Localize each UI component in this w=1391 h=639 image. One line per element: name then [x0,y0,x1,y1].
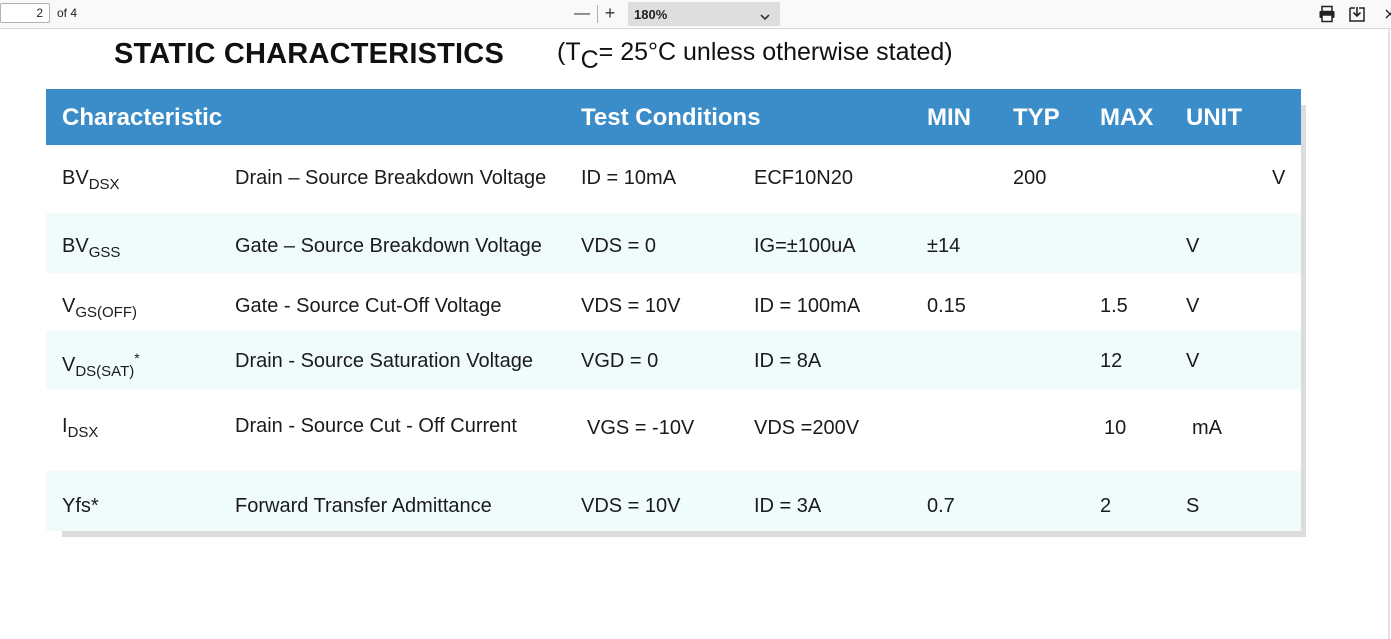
condition2-cell: ID = 100mA [754,295,861,317]
description-cell: Gate - Source Cut-Off Voltage [235,295,502,317]
symbol-cell: BVGSS [62,235,120,261]
viewer-scrollbar[interactable] [1388,28,1390,639]
description-cell: Forward Transfer Admittance [235,495,492,517]
characteristics-table: Characteristic Test Conditions MIN TYP M… [46,89,1301,531]
zoom-select[interactable]: 180% [628,2,780,26]
condition2-cell: ID = 8A [754,350,822,372]
max-cell: 10 [1104,417,1127,439]
page-number-input[interactable] [0,3,50,23]
unit-cell: V [1186,295,1200,317]
condition-rest: = 25°C unless otherwise stated) [598,38,953,66]
unit-cell: V [1186,235,1200,257]
header-max: MAX [1100,104,1154,131]
condition1-cell: ID = 10mA [581,167,677,189]
symbol-subscript: GSS [88,244,121,261]
min-cell: ±14 [927,235,961,257]
condition1-cell: VDS = 10V [581,295,681,317]
unit-cell: V [1186,350,1200,372]
condition1-cell: VDS = 10V [581,495,681,517]
table-row: BVGSS Gate – Source Breakdown Voltage VD… [46,213,1301,273]
max-cell: 2 [1100,495,1112,517]
description-cell: Drain - Source Saturation Voltage [235,350,533,372]
pdf-toolbar: of 4 — + 180% [0,0,1391,29]
table-row: IDSX Drain - Source Cut - Off Current VG… [46,389,1301,471]
header-unit: UNIT [1186,104,1242,131]
min-cell: 0.7 [927,495,955,517]
max-cell: 12 [1100,350,1123,372]
symbol-cell: VDS(SAT)* [62,350,140,380]
table-header: Characteristic Test Conditions MIN TYP M… [46,89,1301,145]
table-row: VGS(OFF) Gate - Source Cut-Off Voltage V… [46,273,1301,331]
symbol-cell: BVDSX [62,167,120,193]
header-characteristic: Characteristic [62,104,223,131]
condition-open: (T [557,38,581,66]
table-row: VDS(SAT)* Drain - Source Saturation Volt… [46,331,1301,389]
page-count-label: of 4 [57,6,78,20]
unit-cell: S [1186,495,1200,517]
symbol-text: I [62,415,68,437]
table-row: Yfs* Forward Transfer Admittance VDS = 1… [46,471,1301,531]
min-cell: 0.15 [927,295,966,317]
symbol-text: V [62,354,76,376]
symbol-text: BV [62,167,89,189]
temperature-condition: (TC= 25°C unless otherwise stated) [557,38,953,74]
toolbar-separator [597,5,598,23]
chevron-down-icon [760,10,770,24]
condition1-cell: VDS = 0 [581,235,657,257]
symbol-subscript: DS(SAT) [75,363,135,380]
unit-cell: mA [1192,417,1222,439]
symbol-cell: IDSX [62,415,98,441]
condition1-cell: VGD = 0 [581,350,659,372]
condition-subscript: C [580,46,599,74]
condition2-cell: ID = 3A [754,495,822,517]
description-cell: Drain - Source Cut - Off Current [235,415,517,437]
condition2-cell: IG=±100uA [754,235,856,257]
download-icon[interactable] [1348,5,1368,23]
symbol-text: BV [62,235,89,257]
description-cell: Gate – Source Breakdown Voltage [235,235,542,257]
symbol-subscript: DSX [88,176,120,193]
table-row: BVDSX Drain – Source Breakdown Voltage I… [46,145,1301,213]
symbol-cell: VGS(OFF) [62,295,137,321]
symbol-subscript: DSX [67,424,99,441]
header-typ: TYP [1013,104,1060,131]
header-min: MIN [927,104,971,131]
condition2-cell: VDS =200V [754,417,860,439]
section-title: STATIC CHARACTERISTICS [114,38,504,70]
unit-cell: V [1272,167,1286,189]
symbol-text: V [62,295,76,317]
zoom-in-button[interactable]: + [604,3,616,23]
symbol-cell: Yfs* [62,495,99,518]
close-icon[interactable] [1385,5,1391,23]
max-cell: 1.5 [1100,295,1128,317]
description-cell: Drain – Source Breakdown Voltage [235,167,547,189]
zoom-level-value: 180% [634,7,668,22]
condition1-cell: VGS = -10V [587,417,695,439]
zoom-out-button[interactable]: — [574,5,590,22]
symbol-superscript: * [134,350,140,366]
header-test-conditions: Test Conditions [581,104,761,131]
symbol-text: Yfs* [62,495,99,517]
symbol-subscript: GS(OFF) [75,304,137,321]
typ-cell: 200 [1013,167,1047,189]
condition2-cell: ECF10N20 [754,167,853,189]
print-icon[interactable] [1318,5,1338,23]
